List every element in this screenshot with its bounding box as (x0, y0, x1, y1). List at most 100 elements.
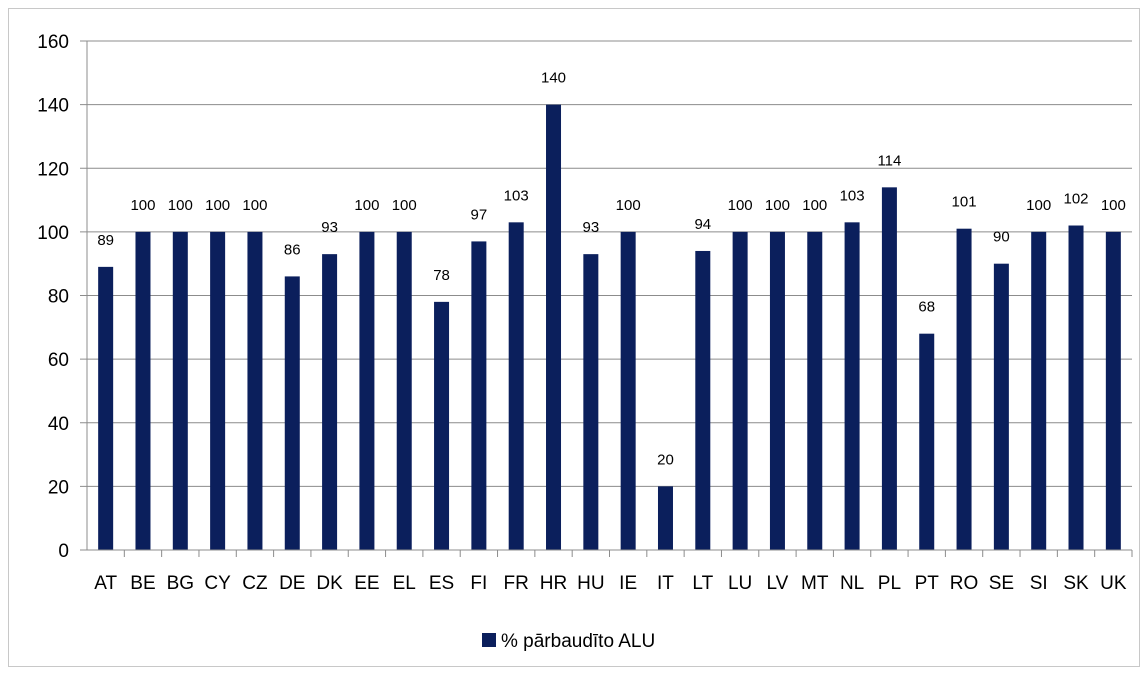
data-label: 93 (582, 219, 599, 236)
y-tick-label: 60 (48, 350, 69, 371)
x-tick-label: SI (1030, 573, 1048, 594)
y-tick-label: 20 (48, 477, 69, 498)
y-tick-label: 160 (37, 32, 69, 53)
x-tick-label: LT (692, 573, 713, 594)
bar (210, 231, 226, 550)
bar (657, 486, 673, 550)
data-label: 102 (1064, 191, 1089, 208)
bar (98, 266, 114, 550)
data-label: 20 (657, 451, 674, 468)
data-label: 100 (1101, 197, 1126, 214)
x-tick-label: PT (915, 573, 940, 594)
x-tick-label: ES (429, 573, 454, 594)
bar (583, 254, 599, 551)
data-label: 100 (392, 197, 417, 214)
x-tick-label: CZ (242, 573, 268, 594)
bar (434, 301, 450, 550)
x-tick-label: DK (316, 573, 343, 594)
bar (993, 263, 1009, 550)
gridlines (80, 40, 1132, 551)
data-label: 103 (504, 187, 529, 204)
bar (1031, 231, 1047, 550)
x-tick-label: NL (840, 573, 864, 594)
x-tick-label: FI (470, 573, 487, 594)
data-label: 100 (765, 197, 790, 214)
data-label: 100 (168, 197, 193, 214)
bar (769, 231, 785, 550)
x-tick-label: LU (728, 573, 752, 594)
x-tick-label: EL (393, 573, 416, 594)
legend-label: % pārbaudīto ALU (501, 631, 655, 652)
data-label: 93 (321, 219, 338, 236)
y-tick-label: 40 (48, 414, 69, 435)
x-tick-label: IT (657, 573, 674, 594)
bar (844, 222, 860, 551)
bars (98, 104, 1121, 551)
bar (359, 231, 375, 550)
x-tick-label: HR (540, 573, 567, 594)
bar (471, 241, 487, 550)
x-tick-label: BE (130, 573, 155, 594)
bar (919, 333, 935, 550)
data-label: 114 (877, 152, 901, 169)
x-tick-label: EE (354, 573, 379, 594)
data-label: 68 (918, 299, 935, 316)
bar (396, 231, 412, 550)
bar (956, 228, 972, 550)
x-tick-label: SE (989, 573, 1014, 594)
y-tick-label: 120 (37, 159, 69, 180)
chart-frame (8, 8, 1140, 667)
data-label: 94 (694, 216, 711, 233)
x-tick-labels: AT BE BG CY CZ DE DK EE EL ES FI FR HR HU IE IT LT LU LV MT… (94, 573, 1127, 594)
bar (508, 222, 524, 551)
x-tick-label: LV (767, 573, 789, 594)
bar (1105, 231, 1121, 550)
x-tick-label: DE (279, 573, 305, 594)
bar (135, 231, 151, 550)
bar (322, 254, 338, 551)
data-label: 100 (616, 197, 641, 214)
x-tick-label: FR (504, 573, 529, 594)
x-tick-label: UK (1100, 573, 1127, 594)
data-labels: 89 100 100 100 100 86 93 100 100 78 97 103 140 93 100 2… (97, 70, 1126, 469)
x-tick-label: HU (577, 573, 604, 594)
data-label: 100 (130, 197, 155, 214)
legend: % pārbaudīto ALU (482, 631, 655, 652)
bar (732, 231, 748, 550)
data-label: 86 (284, 241, 301, 258)
data-label: 78 (433, 267, 450, 284)
x-tick-label: MT (801, 573, 829, 594)
bar (284, 276, 300, 550)
bar (1068, 225, 1084, 550)
bar (620, 231, 636, 550)
data-label: 90 (993, 229, 1010, 246)
bar (172, 231, 188, 550)
data-label: 100 (205, 197, 230, 214)
bar (695, 250, 711, 550)
data-label: 97 (471, 206, 488, 223)
x-tick-label: AT (94, 573, 117, 594)
data-label: 100 (354, 197, 379, 214)
bar (247, 231, 263, 550)
x-tick-label: PL (878, 573, 901, 594)
x-tick-label: CY (204, 573, 231, 594)
data-label: 103 (840, 187, 865, 204)
data-label: 101 (952, 194, 977, 211)
y-tick-label: 140 (37, 96, 69, 117)
x-tick-label: SK (1063, 573, 1089, 594)
legend-swatch (482, 633, 496, 647)
y-tick-label: 0 (58, 541, 69, 562)
data-label: 100 (728, 197, 753, 214)
bar (807, 231, 823, 550)
x-tick-label: IE (619, 573, 637, 594)
y-tick-label: 100 (37, 223, 69, 244)
data-label: 100 (242, 197, 267, 214)
x-tick-label: RO (950, 573, 979, 594)
y-tick-label: 80 (48, 287, 69, 308)
bar (881, 187, 897, 550)
bar (546, 104, 562, 550)
data-label: 100 (1026, 197, 1051, 214)
data-label: 89 (97, 232, 114, 249)
axes (86, 41, 1133, 557)
